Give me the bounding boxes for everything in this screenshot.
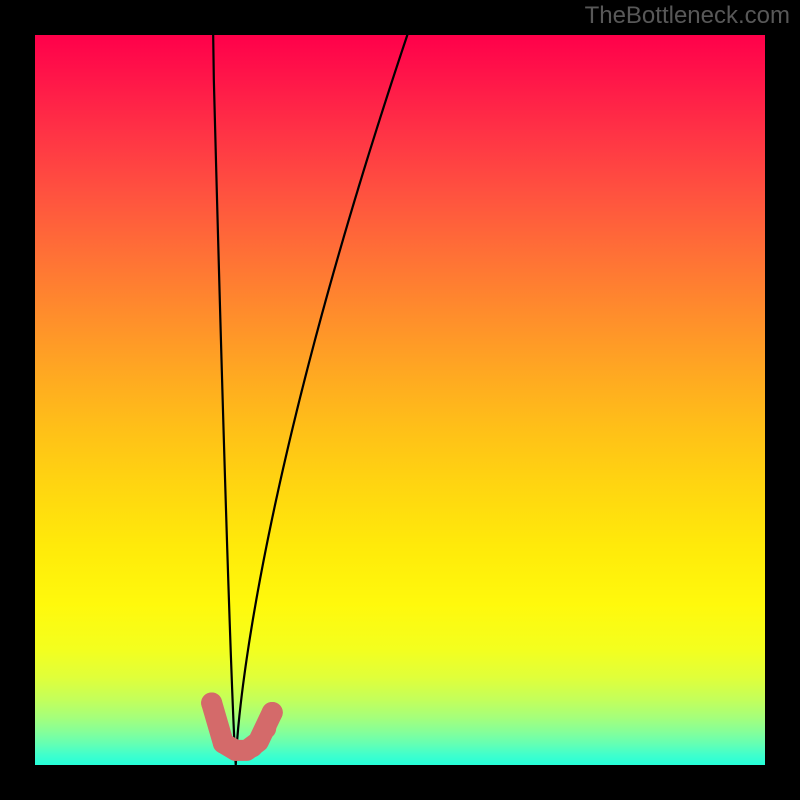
bottleneck-chart [0,0,800,800]
plot-gradient-background [35,35,765,765]
stage: TheBottleneck.com [0,0,800,800]
